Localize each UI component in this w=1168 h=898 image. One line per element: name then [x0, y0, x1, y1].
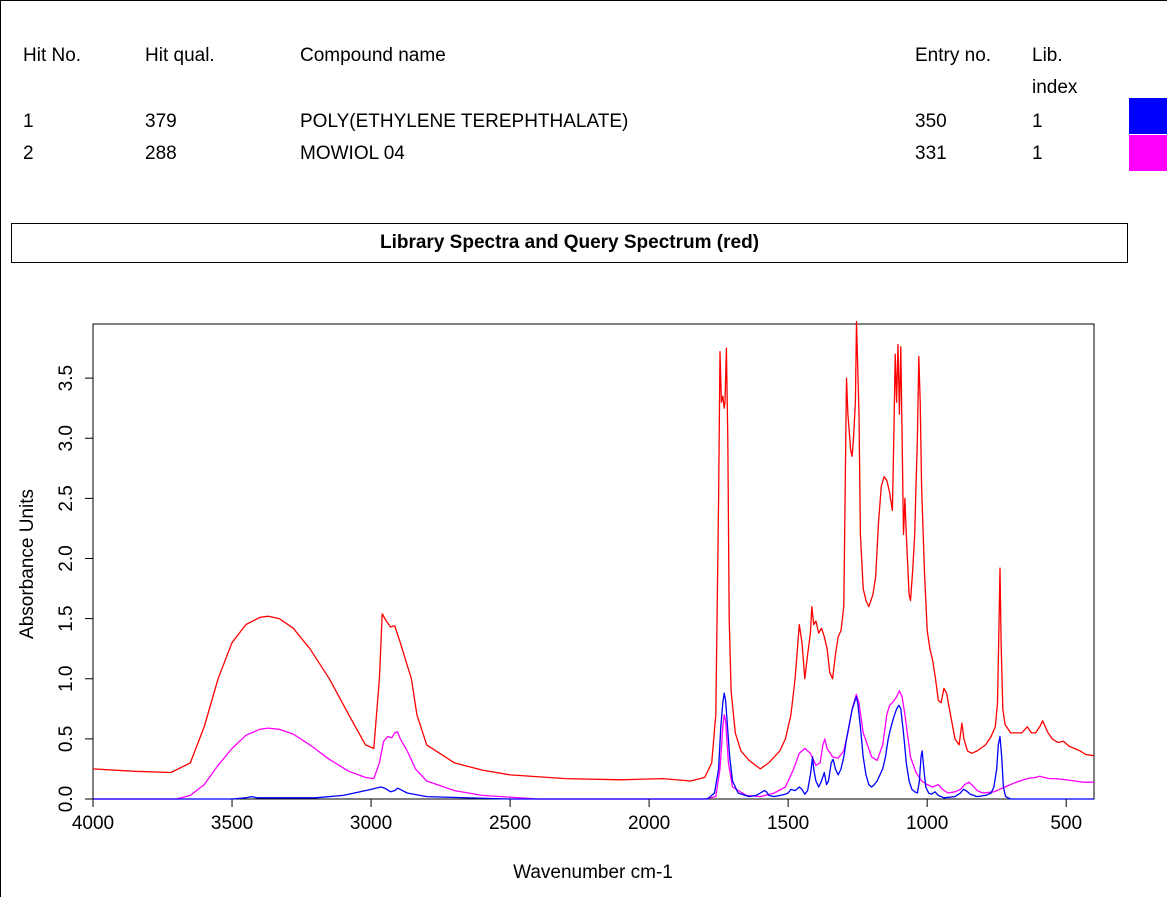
y-tick-label: 3.0	[56, 425, 77, 451]
x-tick-label: 500	[1050, 813, 1082, 834]
header-lib-index-line1: Lib.	[1032, 45, 1063, 66]
series-line-hit-1	[93, 692, 1094, 800]
y-axis-label: Absorbance Units	[17, 489, 38, 639]
row-1-color-swatch	[1129, 98, 1167, 134]
y-tick-label: 2.0	[56, 545, 77, 571]
header-hit-no: Hit No.	[23, 45, 82, 66]
header-compound-name: Compound name	[300, 45, 446, 66]
x-tick-label: 1500	[767, 813, 809, 834]
panel-title-box: Library Spectra and Query Spectrum (red)	[11, 223, 1128, 263]
y-tick-label: 1.5	[56, 605, 77, 631]
y-tick-label: 3.5	[56, 365, 77, 391]
x-tick-label: 1000	[906, 813, 948, 834]
header-hit-qual: Hit qual.	[145, 45, 215, 66]
x-axis: 4000 3500 3000 2500 2000 1500 1000 500	[72, 799, 1082, 834]
spectrum-chart: 4000 3500 3000 2500 2000 1500 1000 500 0.0 0.5 1.…	[17, 320, 1095, 883]
x-tick-label: 3000	[350, 813, 392, 834]
row-1-entry-no: 350	[915, 111, 947, 132]
series-layer	[92, 320, 1095, 800]
y-tick-label: 2.5	[56, 485, 77, 511]
row-1-lib-index: 1	[1032, 111, 1043, 132]
x-tick-label: 3500	[211, 813, 253, 834]
hit-list-table: Hit No. Hit qual. Compound name Entry no…	[0, 0, 1168, 200]
y-axis: 0.0 0.5 1.0 1.5 2.0 2.5 3.0 3.5	[56, 365, 93, 812]
series-line-query	[92, 320, 1095, 782]
row-2-entry-no: 331	[915, 143, 947, 164]
row-2-color-swatch	[1129, 135, 1167, 171]
panel-title: Library Spectra and Query Spectrum (red)	[379, 232, 760, 253]
row-2-compound: MOWIOL 04	[300, 143, 405, 164]
x-tick-label: 2500	[489, 813, 531, 834]
x-tick-label: 2000	[628, 813, 670, 834]
header-entry-no: Entry no.	[915, 45, 992, 66]
x-axis-label: Wavenumber cm-1	[513, 862, 673, 883]
y-tick-label: 0.5	[56, 726, 77, 752]
y-tick-label: 1.0	[56, 666, 77, 692]
series-line-hit-2	[93, 690, 1094, 800]
row-2-hit-no: 2	[23, 143, 34, 164]
y-tick-label: 0.0	[56, 786, 77, 812]
row-2-hit-qual: 288	[145, 143, 177, 164]
row-2-lib-index: 1	[1032, 143, 1043, 164]
x-tick-label: 4000	[72, 813, 114, 834]
row-1-hit-no: 1	[23, 111, 34, 132]
header-lib-index-line2: index	[1032, 77, 1078, 98]
row-1-compound: POLY(ETHYLENE TEREPHTHALATE)	[300, 111, 629, 132]
row-1-hit-qual: 379	[145, 111, 177, 132]
plot-area-frame	[92, 323, 1095, 800]
